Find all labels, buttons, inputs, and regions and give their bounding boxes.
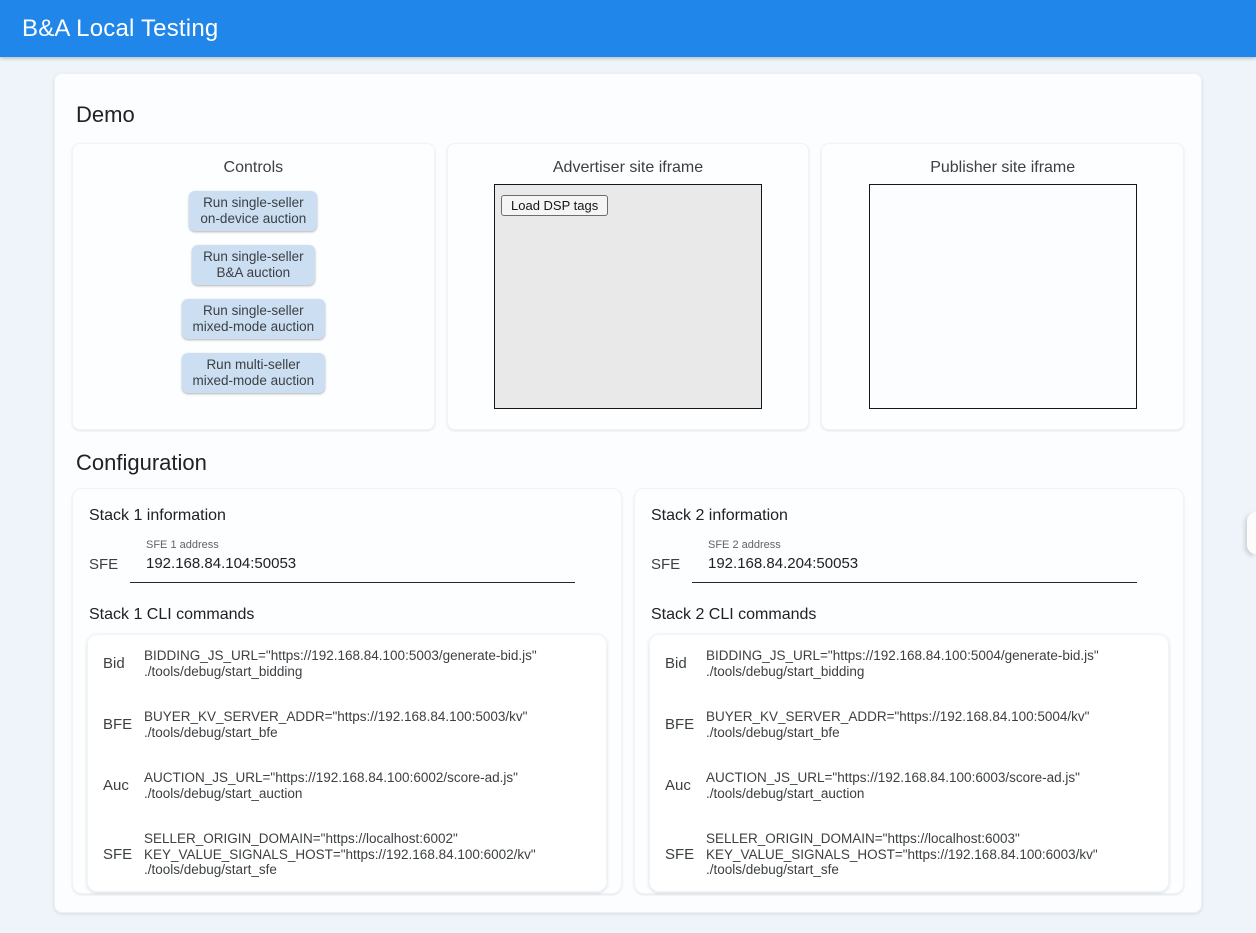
publisher-card: Publisher site iframe — [821, 143, 1185, 430]
command-label: Bid — [103, 655, 125, 672]
sfe2-address-value: 192.168.84.204:50053 — [708, 555, 859, 572]
command-row: BFE BUYER_KV_SERVER_ADDR="https://192.16… — [102, 709, 592, 740]
demo-heading: Demo — [76, 102, 135, 127]
command-label: Bid — [665, 655, 687, 672]
command-label: BFE — [665, 716, 695, 733]
stack1-sfe-row: SFE SFE 1 address 192.168.84.104:50053 — [87, 539, 607, 583]
stack2-info-title: Stack 2 information — [651, 507, 788, 524]
command-line: ./tools/debug/start_auction — [706, 785, 865, 801]
command-row: Bid BIDDING_JS_URL="https://192.168.84.1… — [102, 648, 592, 679]
command-line: ./tools/debug/start_sfe — [706, 862, 839, 877]
sfe2-address-label: SFE 2 address — [708, 539, 781, 551]
command-line: ./tools/debug/start_bfe — [706, 724, 840, 740]
command-label: Auc — [103, 777, 129, 794]
command-line: ./tools/debug/start_bidding — [706, 663, 865, 679]
stack1-card: Stack 1 information SFE SFE 1 address 19… — [72, 488, 622, 894]
advertiser-title: Advertiser site iframe — [552, 159, 704, 176]
command-line: AUCTION_JS_URL="https://192.168.84.100:6… — [144, 770, 518, 785]
command-line: SELLER_ORIGIN_DOMAIN="https://localhost:… — [144, 831, 458, 846]
command-text: BIDDING_JS_URL="https://192.168.84.100:5… — [706, 648, 1099, 679]
stack2-sfe-row: SFE SFE 2 address 192.168.84.204:50053 — [649, 539, 1169, 583]
command-text: BIDDING_JS_URL="https://192.168.84.100:5… — [144, 648, 537, 679]
command-line: BIDDING_JS_URL="https://192.168.84.100:5… — [144, 648, 537, 663]
controls-title: Controls — [223, 159, 284, 176]
stack1-cli-card: Bid BIDDING_JS_URL="https://192.168.84.1… — [87, 634, 607, 892]
run-single-seller-on-device-auction-button[interactable]: Run single-seller on-device auction — [189, 191, 318, 231]
content-card: Demo Controls Run single-seller on-devic… — [54, 73, 1202, 913]
app-title: B&A Local Testing — [22, 14, 219, 42]
stack2-cli-card: Bid BIDDING_JS_URL="https://192.168.84.1… — [649, 634, 1169, 892]
button-label-line: on-device auction — [200, 211, 307, 226]
stack2-cli-title: Stack 2 CLI commands — [651, 606, 817, 623]
sfe1-address-input[interactable]: SFE 1 address 192.168.84.104:50053 — [130, 539, 575, 583]
button-label-line: mixed-mode auction — [192, 373, 315, 388]
button-label-line: Run single-seller — [203, 195, 304, 210]
controls-button-column: Run single-seller on-device auction Run … — [73, 191, 434, 393]
load-dsp-tags-button[interactable]: Load DSP tags — [501, 195, 609, 216]
command-row: SFE SELLER_ORIGIN_DOMAIN="https://localh… — [102, 831, 592, 878]
button-label-line: Run single-seller — [203, 303, 304, 318]
command-line: ./tools/debug/start_auction — [144, 785, 303, 801]
stack2-card: Stack 2 information SFE SFE 2 address 19… — [634, 488, 1184, 894]
configuration-row: Stack 1 information SFE SFE 1 address 19… — [72, 488, 1184, 894]
sfe2-address-input[interactable]: SFE 2 address 192.168.84.204:50053 — [692, 539, 1137, 583]
configuration-heading: Configuration — [76, 450, 207, 475]
publisher-title: Publisher site iframe — [930, 159, 1076, 176]
sfe1-address-value: 192.168.84.104:50053 — [146, 555, 297, 572]
stack1-cli-title: Stack 1 CLI commands — [89, 606, 255, 623]
button-label-line: mixed-mode auction — [192, 319, 315, 334]
command-line: SELLER_ORIGIN_DOMAIN="https://localhost:… — [706, 831, 1020, 846]
sfe-label: SFE — [651, 556, 681, 573]
command-label: Auc — [665, 777, 691, 794]
command-line: ./tools/debug/start_sfe — [144, 862, 277, 877]
publisher-iframe — [868, 184, 1137, 409]
command-line: ./tools/debug/start_bfe — [144, 724, 278, 740]
advertiser-card: Advertiser site iframe Load DSP tags — [446, 143, 810, 430]
run-single-seller-mixed-mode-auction-button[interactable]: Run single-seller mixed-mode auction — [181, 299, 326, 339]
command-text: AUCTION_JS_URL="https://192.168.84.100:6… — [706, 770, 1080, 801]
run-multi-seller-mixed-mode-auction-button[interactable]: Run multi-seller mixed-mode auction — [181, 353, 326, 393]
command-row: Bid BIDDING_JS_URL="https://192.168.84.1… — [664, 648, 1154, 679]
command-label: BFE — [103, 716, 133, 733]
button-label-line: Run single-seller — [203, 249, 304, 264]
command-line: BUYER_KV_SERVER_ADDR="https://192.168.84… — [706, 709, 1090, 724]
button-label-line: B&A auction — [216, 265, 291, 280]
command-row: SFE SELLER_ORIGIN_DOMAIN="https://localh… — [664, 831, 1154, 878]
sfe1-address-label: SFE 1 address — [146, 539, 219, 551]
right-edge-pill — [1247, 512, 1256, 554]
button-label-line: Run multi-seller — [206, 357, 301, 372]
demo-row: Controls Run single-seller on-device auc… — [72, 143, 1185, 430]
sfe-label: SFE — [89, 556, 119, 573]
command-text: AUCTION_JS_URL="https://192.168.84.100:6… — [144, 770, 518, 801]
command-line: BUYER_KV_SERVER_ADDR="https://192.168.84… — [144, 709, 528, 724]
run-single-seller-ba-auction-button[interactable]: Run single-seller B&A auction — [192, 245, 315, 285]
command-row: Auc AUCTION_JS_URL="https://192.168.84.1… — [664, 770, 1154, 801]
command-text: BUYER_KV_SERVER_ADDR="https://192.168.84… — [144, 709, 527, 740]
command-line: AUCTION_JS_URL="https://192.168.84.100:6… — [706, 770, 1080, 785]
command-line: BIDDING_JS_URL="https://192.168.84.100:5… — [706, 648, 1099, 663]
advertiser-iframe: Load DSP tags — [494, 184, 762, 409]
stack1-info-title: Stack 1 information — [89, 507, 226, 524]
command-line: ./tools/debug/start_bidding — [144, 663, 303, 679]
command-row: Auc AUCTION_JS_URL="https://192.168.84.1… — [102, 770, 592, 801]
command-text: BUYER_KV_SERVER_ADDR="https://192.168.84… — [706, 709, 1089, 740]
app-header: B&A Local Testing — [0, 0, 1256, 57]
controls-card: Controls Run single-seller on-device auc… — [72, 143, 435, 430]
command-line: KEY_VALUE_SIGNALS_HOST="https://192.168.… — [706, 846, 1098, 862]
command-text: SELLER_ORIGIN_DOMAIN="https://localhost:… — [144, 831, 536, 878]
command-row: BFE BUYER_KV_SERVER_ADDR="https://192.16… — [664, 709, 1154, 740]
command-text: SELLER_ORIGIN_DOMAIN="https://localhost:… — [706, 831, 1098, 878]
command-label: SFE — [103, 845, 133, 863]
command-line: KEY_VALUE_SIGNALS_HOST="https://192.168.… — [144, 846, 536, 862]
command-label: SFE — [665, 845, 695, 863]
